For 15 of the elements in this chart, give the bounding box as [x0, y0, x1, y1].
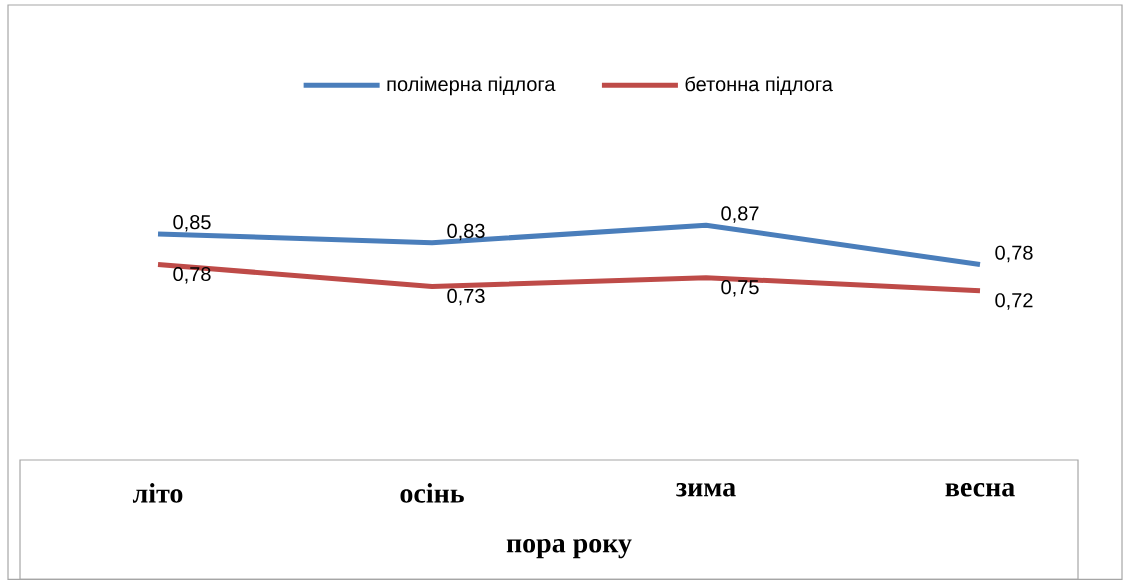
- data-label: 0,87: [721, 206, 759, 223]
- data-label: 0,78: [995, 245, 1033, 263]
- data-label: 0,72: [995, 293, 1033, 310]
- data-label: 0,73: [447, 288, 485, 306]
- data-label: 0,85: [173, 215, 211, 232]
- x-axis-title: пора року: [506, 539, 632, 559]
- data-label: 0,83: [447, 223, 485, 241]
- data-label: 0,75: [721, 280, 759, 297]
- x-tick-label: осінь: [400, 483, 464, 503]
- x-tick-label: літо: [132, 483, 183, 503]
- legend-label: полімерна підлога: [387, 76, 556, 96]
- data-label: 0,78: [173, 266, 211, 284]
- x-tick-label: весна: [945, 483, 1015, 497]
- x-tick-label: зима: [676, 483, 736, 497]
- legend-label: бетонна підлога: [685, 76, 833, 96]
